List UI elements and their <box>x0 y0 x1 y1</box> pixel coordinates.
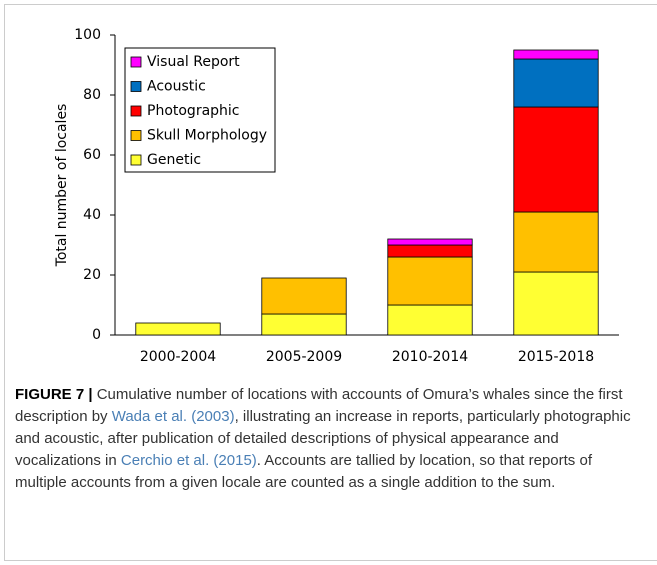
bar-segment <box>261 277 347 315</box>
bar-segment <box>387 256 473 306</box>
citation-link[interactable]: Wada et al. (2003) <box>111 408 235 425</box>
y-tick-label: 60 <box>83 147 101 163</box>
legend-swatch <box>130 81 142 92</box>
bar-segment <box>513 211 599 273</box>
bar-segment <box>261 313 347 336</box>
y-tick-label: 100 <box>74 27 101 43</box>
bar-segment <box>513 49 599 60</box>
legend-label: Visual Report <box>147 54 240 70</box>
legend-label: Genetic <box>147 152 201 168</box>
chart: Total number of locales 0 20 40 60 80 100 2000… <box>54 27 619 365</box>
y-axis-title: Total number of locales <box>54 104 70 268</box>
y-tick-label: 0 <box>92 327 101 343</box>
x-tick-label: 2010-2014 <box>392 349 468 365</box>
bar-segment <box>387 238 473 246</box>
legend-box <box>124 47 276 173</box>
bar-segment <box>387 304 473 336</box>
citation-link[interactable]: Cerchio et al. (2015) <box>120 452 257 469</box>
x-tick-label: 2015-2018 <box>518 349 594 365</box>
bar-segment <box>387 244 473 258</box>
legend-label: Photographic <box>147 103 240 119</box>
bar-segment <box>513 58 599 108</box>
bar-segment <box>513 106 599 213</box>
x-tick-label: 2000-2004 <box>140 349 216 365</box>
caption-text: Cumulative number of locations with acco… <box>15 386 623 425</box>
bar-segment <box>513 271 599 336</box>
legend-swatch <box>130 105 142 117</box>
legend-swatch <box>130 130 142 141</box>
caption: FIGURE 7 | Cumulative number of location… <box>15 384 647 494</box>
y-tick-label: 80 <box>83 87 101 103</box>
caption-text: , illustrating an increase in reports, p… <box>15 408 631 469</box>
legend-swatch <box>130 56 142 68</box>
legend-swatch <box>130 154 142 166</box>
figure-frame <box>4 4 657 561</box>
legend-label: Skull Morphology <box>147 128 267 144</box>
caption-text: . Accounts are tallied by location, so t… <box>15 452 592 491</box>
y-tick-label: 20 <box>83 267 101 283</box>
caption-label: FIGURE 7 | <box>15 386 93 403</box>
bar-segment <box>135 322 221 336</box>
y-tick-label: 40 <box>83 207 101 223</box>
x-tick-label: 2005-2009 <box>266 349 342 365</box>
legend-label: Acoustic <box>147 79 206 95</box>
